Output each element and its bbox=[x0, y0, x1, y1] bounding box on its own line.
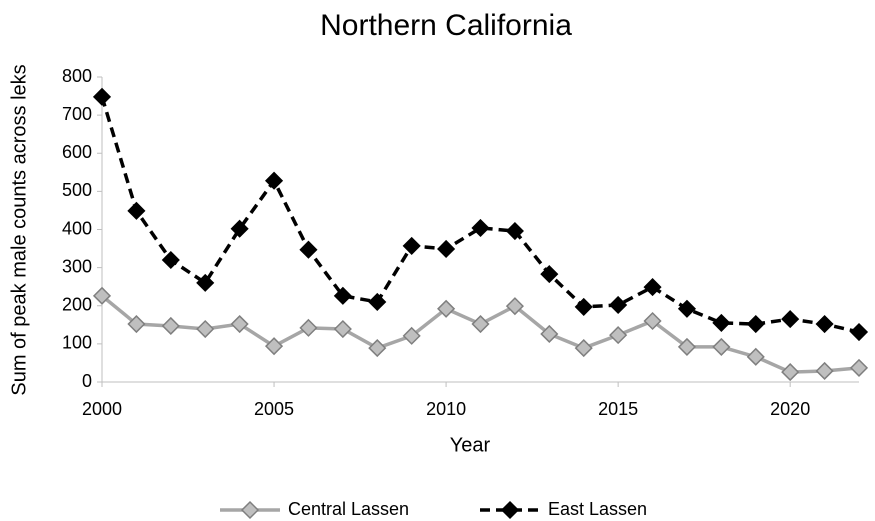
marker bbox=[781, 310, 800, 329]
x-tick-label: 2000 bbox=[82, 399, 122, 419]
marker bbox=[849, 358, 869, 377]
marker bbox=[333, 286, 352, 305]
marker bbox=[92, 286, 112, 305]
marker bbox=[815, 361, 834, 381]
marker bbox=[609, 295, 628, 315]
marker bbox=[196, 273, 215, 292]
marker bbox=[471, 218, 490, 238]
marker bbox=[127, 201, 146, 220]
marker bbox=[92, 87, 112, 106]
marker bbox=[505, 221, 524, 241]
x-axis-label: Year bbox=[450, 434, 491, 456]
marker bbox=[368, 339, 387, 358]
marker bbox=[161, 250, 180, 270]
x-tick-label: 2020 bbox=[770, 399, 810, 419]
marker bbox=[368, 292, 387, 311]
marker bbox=[161, 316, 180, 336]
marker bbox=[505, 297, 524, 316]
marker bbox=[264, 337, 284, 356]
y-tick-label: 200 bbox=[62, 295, 92, 315]
marker bbox=[574, 339, 593, 358]
y-tick-label: 800 bbox=[62, 66, 92, 86]
x-tick-label: 2010 bbox=[426, 399, 466, 419]
x-tick-label: 2015 bbox=[598, 399, 638, 419]
chart-title: Northern California bbox=[320, 9, 572, 42]
y-tick-label: 100 bbox=[62, 333, 92, 353]
marker bbox=[264, 171, 284, 190]
marker bbox=[643, 311, 662, 331]
marker bbox=[437, 239, 456, 259]
marker bbox=[677, 299, 697, 318]
marker bbox=[402, 236, 421, 255]
legend-label: East Lassen bbox=[548, 499, 647, 519]
marker bbox=[471, 314, 490, 334]
y-tick-label: 500 bbox=[62, 180, 92, 200]
marker bbox=[437, 299, 456, 318]
marker bbox=[540, 265, 559, 284]
marker bbox=[540, 324, 559, 344]
marker bbox=[402, 326, 421, 345]
legend-marker bbox=[240, 500, 260, 520]
y-tick-label: 600 bbox=[62, 142, 92, 162]
legend-marker bbox=[500, 500, 520, 520]
series-line bbox=[100, 96, 860, 334]
marker bbox=[299, 318, 318, 337]
marker bbox=[746, 314, 765, 334]
marker bbox=[746, 347, 765, 366]
marker bbox=[127, 314, 146, 334]
y-axis-label: Sum of peak male counts across leks bbox=[8, 64, 30, 395]
y-tick-label: 400 bbox=[62, 218, 92, 238]
marker bbox=[849, 322, 869, 342]
marker bbox=[781, 363, 800, 382]
marker bbox=[712, 337, 731, 356]
series-line bbox=[100, 294, 860, 374]
x-tick-label: 2005 bbox=[254, 399, 294, 419]
marker bbox=[333, 319, 352, 339]
y-tick-label: 300 bbox=[62, 256, 92, 276]
y-tick-label: 0 bbox=[82, 371, 92, 391]
legend-label: Central Lassen bbox=[288, 499, 409, 519]
marker bbox=[196, 319, 215, 339]
marker bbox=[712, 313, 731, 332]
marker bbox=[574, 297, 593, 316]
marker bbox=[643, 278, 662, 297]
marker bbox=[230, 314, 249, 334]
marker bbox=[815, 314, 834, 334]
marker bbox=[230, 219, 249, 238]
marker bbox=[299, 240, 318, 259]
marker bbox=[609, 326, 628, 345]
y-tick-label: 700 bbox=[62, 104, 92, 124]
marker bbox=[677, 337, 697, 356]
